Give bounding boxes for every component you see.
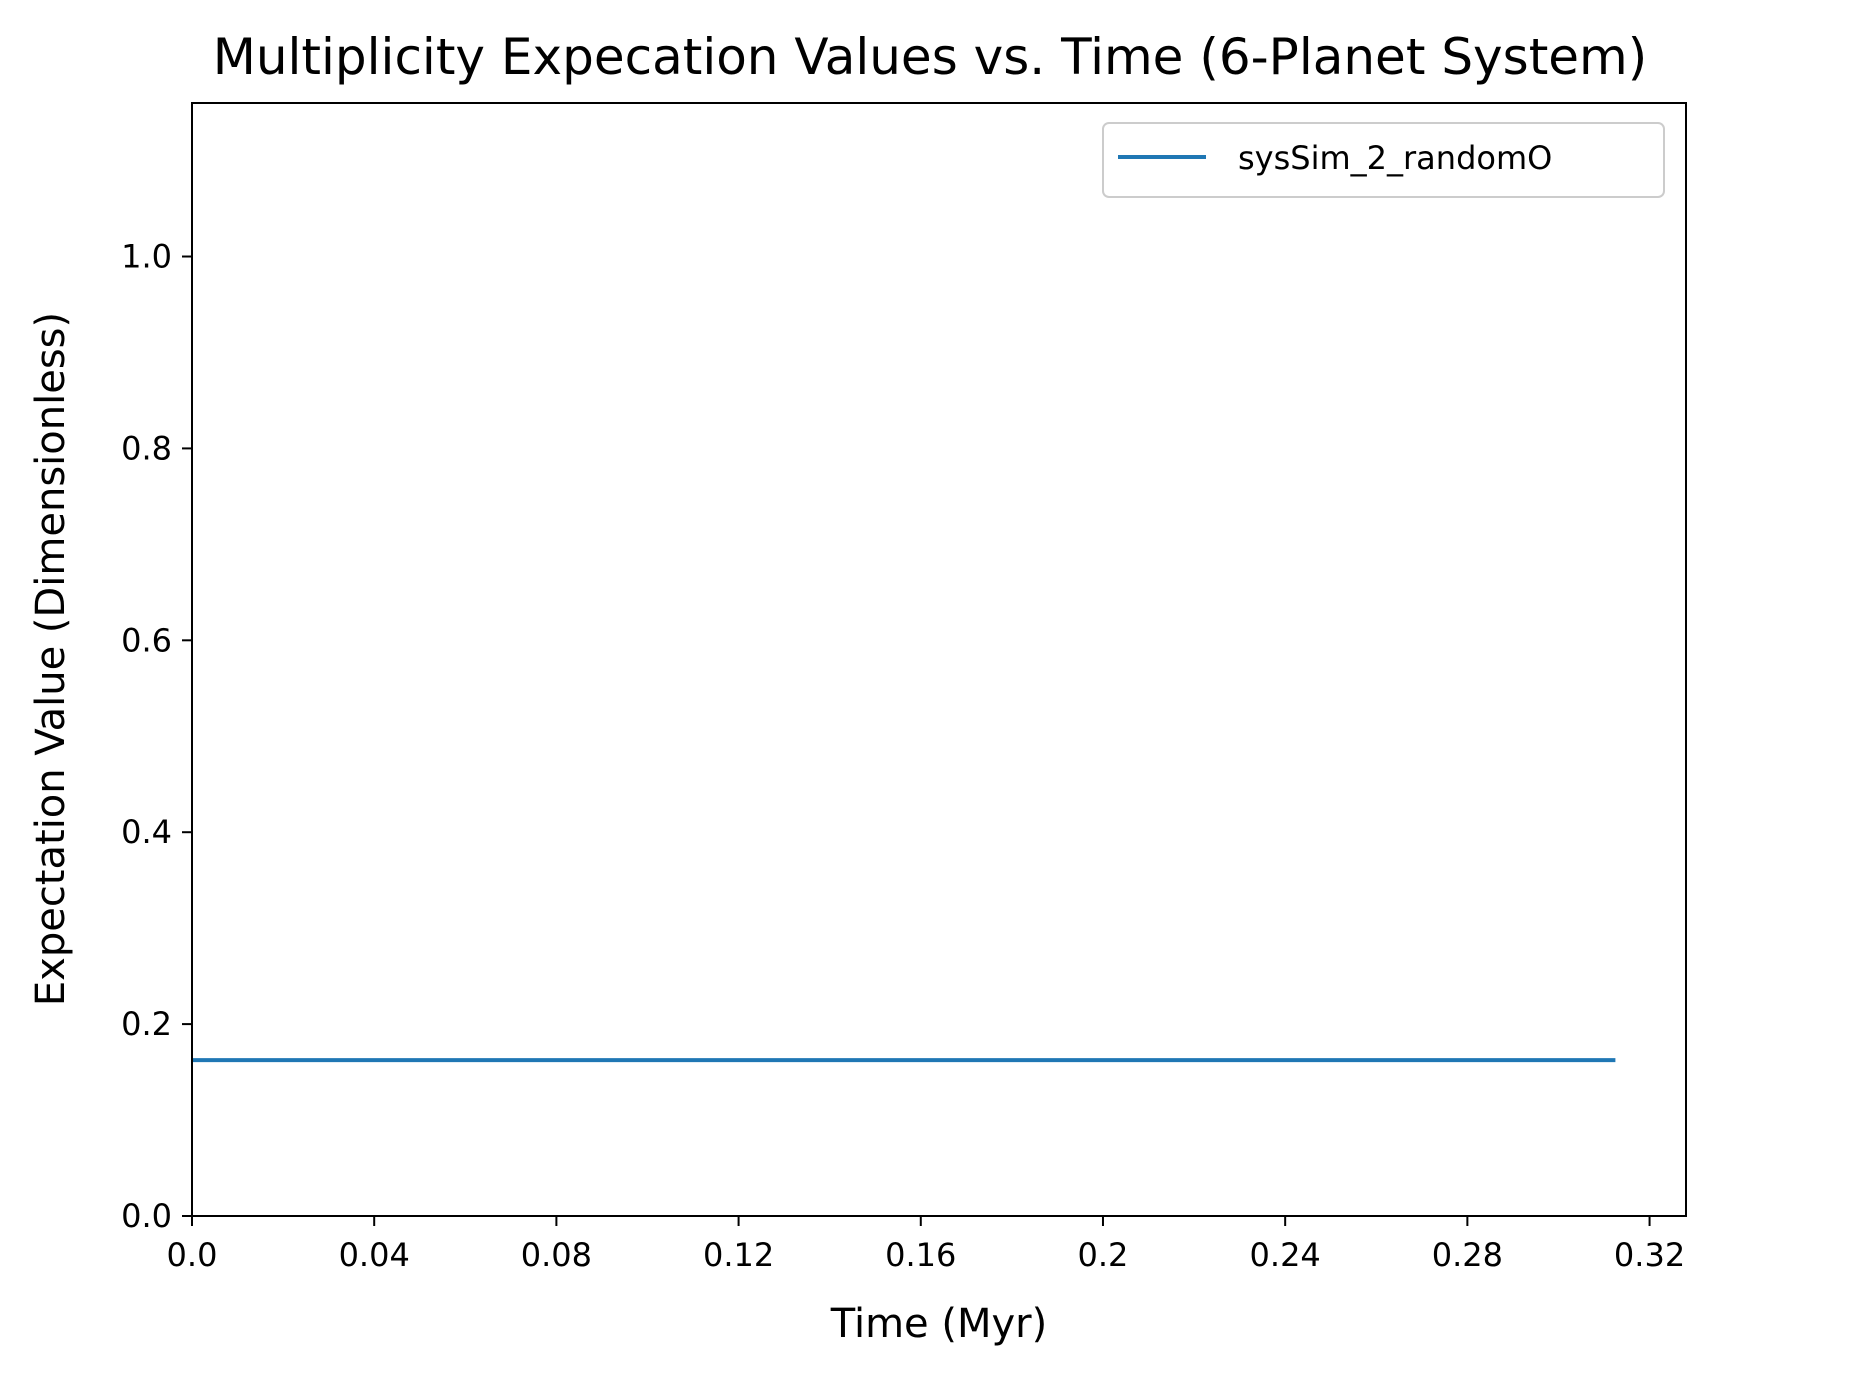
x-tick-label: 0.12	[703, 1236, 774, 1274]
y-tick-label: 0.8	[121, 429, 172, 467]
x-axis-ticks: 0.0 0.04 0.08 0.12 0.16 0.2 0.24 0.28 0.32	[167, 1216, 1685, 1274]
legend-box	[1102, 122, 1665, 198]
y-tick-label: 0.0	[121, 1197, 172, 1235]
x-tick-label: 0.32	[1614, 1236, 1685, 1274]
x-tick-label: 0.08	[521, 1236, 592, 1274]
chart-title: Multiplicity Expecation Values vs. Time …	[213, 28, 1648, 86]
y-tick-label: 0.6	[121, 621, 172, 659]
legend: sysSim_2_randomO	[1102, 122, 1665, 198]
plot-frame	[191, 102, 1687, 1217]
x-tick-label: 0.16	[885, 1236, 956, 1274]
legend-label: sysSim_2_randomO	[1238, 139, 1552, 177]
x-tick-label: 0.0	[167, 1236, 218, 1274]
x-tick-label: 0.28	[1432, 1236, 1503, 1274]
y-tick-label: 0.2	[121, 1005, 172, 1043]
plot-area	[192, 103, 1686, 1216]
y-tick-label: 0.4	[121, 813, 172, 851]
x-axis-label: Time (Myr)	[830, 1301, 1047, 1347]
x-tick-label: 0.2	[1078, 1236, 1129, 1274]
x-tick-label: 0.24	[1250, 1236, 1321, 1274]
y-axis-label: Expectation Value (Dimensionless)	[28, 312, 74, 1006]
x-tick-label: 0.04	[339, 1236, 410, 1274]
y-axis-ticks: 0.0 0.2 0.4 0.6 0.8 1.0	[121, 238, 192, 1235]
y-tick-label: 1.0	[121, 238, 172, 276]
